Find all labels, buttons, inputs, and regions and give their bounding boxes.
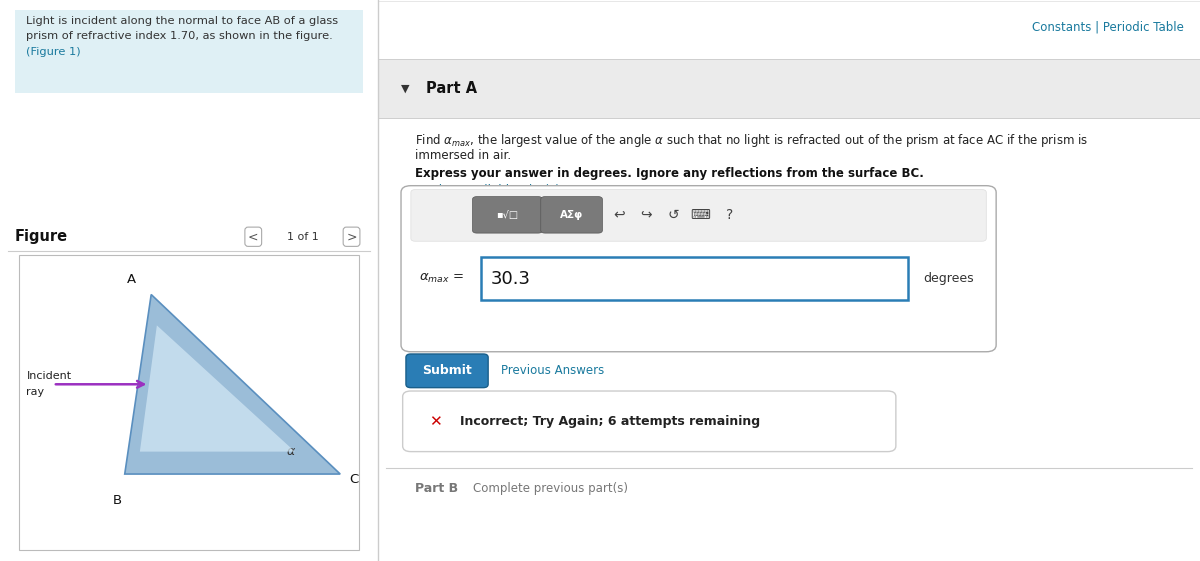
Text: C: C — [349, 473, 359, 486]
FancyBboxPatch shape — [406, 354, 488, 388]
Text: Incident: Incident — [26, 371, 72, 381]
Text: ✕: ✕ — [428, 414, 442, 429]
FancyBboxPatch shape — [410, 190, 986, 241]
Text: ▶: ▶ — [415, 184, 427, 194]
Text: Part A: Part A — [426, 81, 476, 96]
Text: ↩: ↩ — [613, 208, 625, 222]
Text: 1 of 1: 1 of 1 — [287, 232, 318, 242]
FancyBboxPatch shape — [16, 10, 362, 93]
Text: prism of refractive index 1.70, as shown in the figure.: prism of refractive index 1.70, as shown… — [26, 31, 334, 42]
Text: Submit: Submit — [422, 364, 472, 378]
Text: ΑΣφ: ΑΣφ — [560, 210, 583, 220]
Text: ▼: ▼ — [401, 84, 409, 93]
Text: (Figure 1): (Figure 1) — [26, 47, 82, 57]
Text: $\alpha_{max}$ =: $\alpha_{max}$ = — [419, 272, 464, 286]
FancyBboxPatch shape — [481, 257, 908, 300]
Text: View Available Hint(s): View Available Hint(s) — [432, 184, 560, 197]
FancyBboxPatch shape — [473, 197, 542, 233]
Text: ?: ? — [726, 208, 733, 222]
FancyBboxPatch shape — [541, 197, 602, 233]
FancyBboxPatch shape — [378, 59, 1200, 118]
Text: immersed in air.: immersed in air. — [415, 149, 511, 162]
Text: Figure: Figure — [16, 229, 68, 244]
PathPatch shape — [125, 295, 341, 474]
Text: Constants | Periodic Table: Constants | Periodic Table — [1032, 21, 1183, 34]
Text: degrees: degrees — [923, 272, 973, 286]
FancyBboxPatch shape — [401, 186, 996, 352]
Text: 30.3: 30.3 — [491, 270, 530, 288]
FancyBboxPatch shape — [403, 391, 896, 452]
Text: ▪√□: ▪√□ — [497, 210, 518, 220]
Text: A: A — [127, 273, 136, 286]
Text: Complete previous part(s): Complete previous part(s) — [473, 482, 628, 495]
Text: Previous Answers: Previous Answers — [502, 364, 605, 378]
Text: Find $\alpha_{max}$, the largest value of the angle $\alpha$ such that no light : Find $\alpha_{max}$, the largest value o… — [415, 132, 1088, 149]
Text: Light is incident along the normal to face AB of a glass: Light is incident along the normal to fa… — [26, 16, 338, 26]
Text: ↺: ↺ — [667, 208, 679, 222]
Text: <: < — [248, 230, 258, 243]
Text: ray: ray — [26, 387, 44, 397]
Text: Part B: Part B — [415, 482, 458, 495]
PathPatch shape — [140, 325, 295, 452]
Text: ⌨: ⌨ — [690, 208, 710, 222]
Text: $\alpha$: $\alpha$ — [286, 445, 296, 458]
Text: B: B — [113, 494, 121, 507]
FancyBboxPatch shape — [19, 255, 359, 550]
Text: ↪: ↪ — [640, 208, 652, 222]
Text: >: > — [347, 230, 356, 243]
Text: Incorrect; Try Again; 6 attempts remaining: Incorrect; Try Again; 6 attempts remaini… — [461, 415, 761, 428]
Text: Express your answer in degrees. Ignore any reflections from the surface BC.: Express your answer in degrees. Ignore a… — [415, 167, 924, 180]
